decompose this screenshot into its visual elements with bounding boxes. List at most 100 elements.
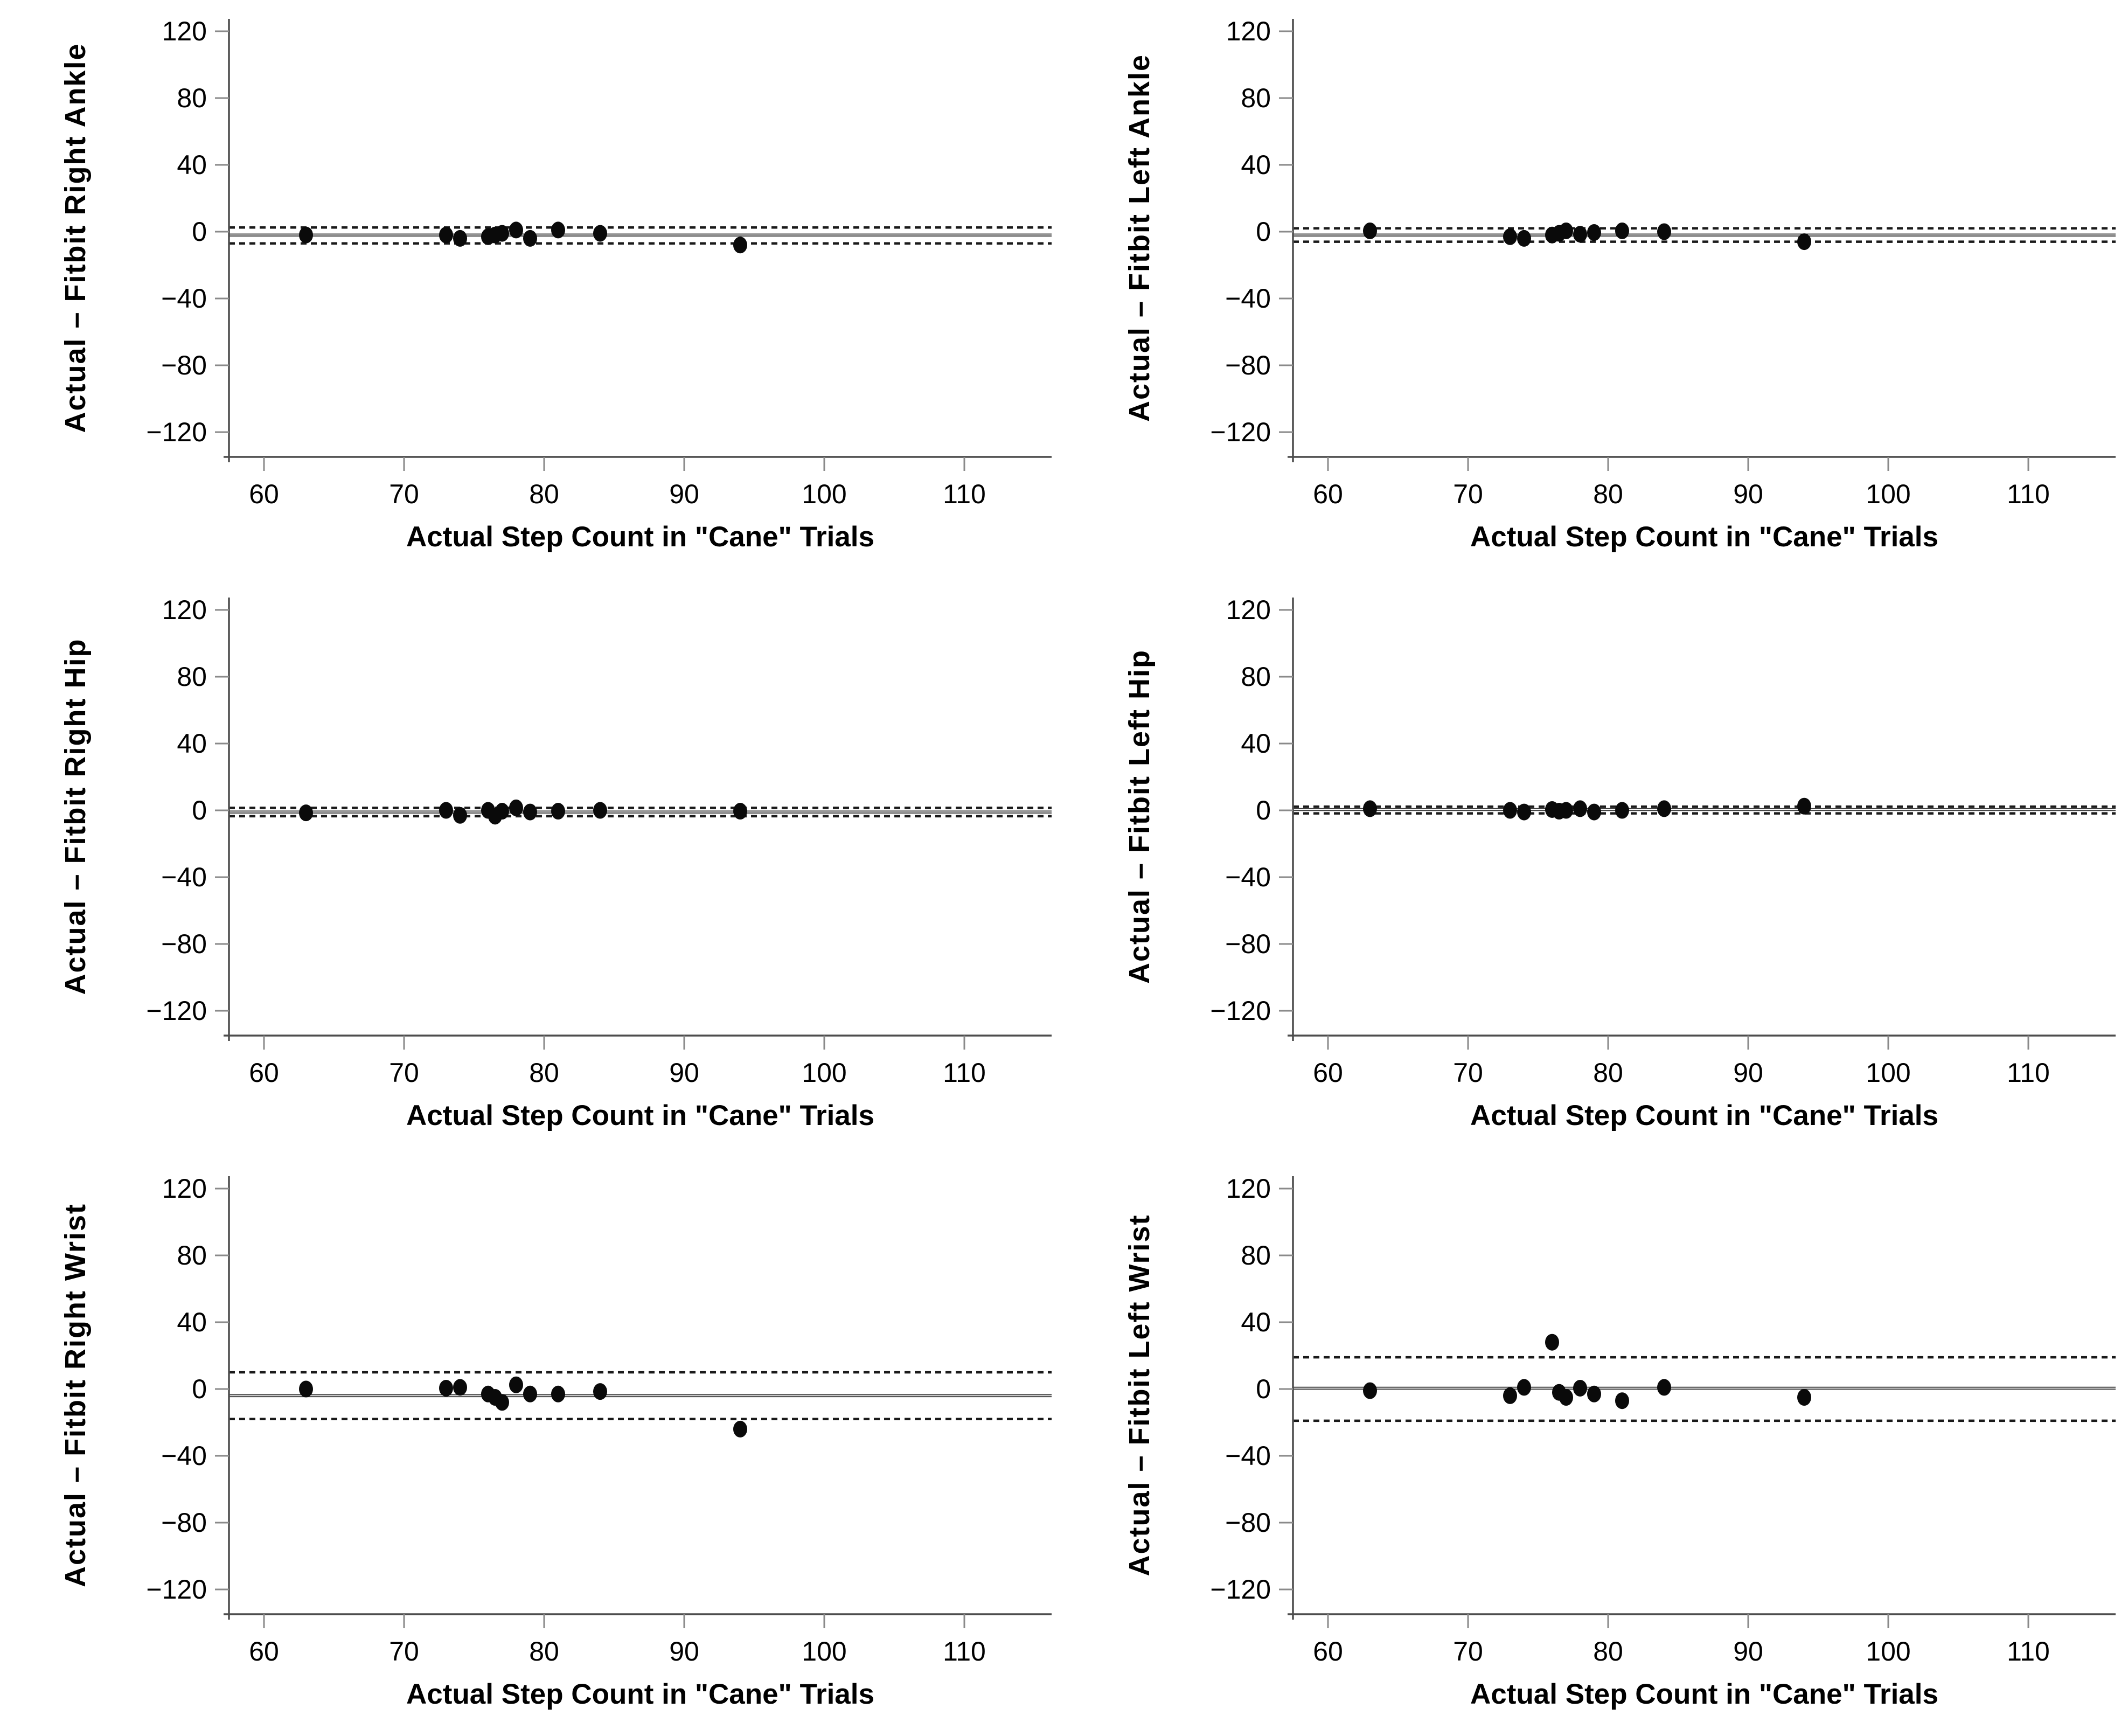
x-tick-label: 60 bbox=[1313, 479, 1343, 509]
x-axis-title: Actual Step Count in "Cane" Trials bbox=[406, 1100, 874, 1131]
y-tick-label: −120 bbox=[146, 417, 207, 447]
x-tick-label: 90 bbox=[1733, 1058, 1763, 1088]
data-point bbox=[439, 802, 453, 819]
x-tick-label: 60 bbox=[249, 1058, 279, 1088]
data-point bbox=[453, 807, 467, 824]
data-point bbox=[1615, 222, 1629, 239]
y-tick-label: −120 bbox=[146, 1574, 207, 1605]
data-point bbox=[523, 230, 537, 247]
bland-altman-chart-right-hip: 120 80 40 0 −40 −80 −120 60 70 80 90 100 110 Actual S… bbox=[59, 595, 1052, 1131]
data-point bbox=[1363, 800, 1377, 817]
y-axis-title: Actual – Fitbit Right Wrist bbox=[59, 1203, 92, 1587]
x-tick-label: 90 bbox=[669, 479, 699, 509]
x-tick-label: 110 bbox=[2007, 1636, 2050, 1666]
data-point bbox=[439, 1379, 453, 1397]
x-tick-label: 110 bbox=[2007, 1058, 2050, 1088]
x-tick-label: 100 bbox=[1866, 1636, 1910, 1666]
y-tick-label: 40 bbox=[1241, 728, 1271, 759]
data-point bbox=[453, 230, 467, 247]
y-tick-label: −40 bbox=[1225, 1441, 1271, 1471]
y-tick-label: −120 bbox=[1210, 996, 1271, 1026]
y-tick-label: 120 bbox=[162, 595, 207, 625]
y-tick-label: −40 bbox=[161, 1441, 207, 1471]
x-tick-label: 70 bbox=[1453, 479, 1483, 509]
data-point bbox=[1573, 226, 1587, 243]
data-point bbox=[1657, 223, 1671, 240]
y-tick-label: 120 bbox=[162, 16, 207, 46]
y-tick-label: 0 bbox=[192, 795, 207, 825]
plot-right-hip: 120 80 40 0 −40 −80 −120 60 70 80 90 100 110 Actual S… bbox=[0, 579, 1064, 1157]
x-tick-label: 80 bbox=[1593, 1058, 1623, 1088]
data-point bbox=[551, 221, 565, 239]
y-tick-label: 120 bbox=[1226, 16, 1271, 46]
x-tick-label: 80 bbox=[529, 479, 559, 509]
y-tick-label: −40 bbox=[1225, 862, 1271, 892]
plot-left-ankle: 120 80 40 0 −40 −80 −120 60 70 80 90 100 110 Actual S… bbox=[1064, 0, 2128, 579]
x-tick-label: 110 bbox=[943, 1636, 986, 1666]
data-point bbox=[1587, 803, 1601, 821]
data-point bbox=[299, 1380, 313, 1398]
y-tick-label: −120 bbox=[1210, 417, 1271, 447]
data-point bbox=[509, 799, 523, 816]
data-point bbox=[523, 803, 537, 821]
x-tick-label: 80 bbox=[529, 1058, 559, 1088]
y-tick-label: 0 bbox=[1256, 1374, 1271, 1404]
data-point bbox=[1559, 1389, 1573, 1406]
y-tick-label: −80 bbox=[1225, 350, 1271, 380]
x-tick-label: 100 bbox=[1866, 1058, 1910, 1088]
data-point bbox=[1559, 802, 1573, 819]
plot-right-ankle: 120 80 40 0 −40 −80 −120 60 70 80 90 100 110 Actual S… bbox=[0, 0, 1064, 579]
y-tick-label: 80 bbox=[1241, 83, 1271, 113]
x-tick-label: 70 bbox=[389, 1058, 419, 1088]
x-axis-title: Actual Step Count in "Cane" Trials bbox=[1470, 521, 1938, 553]
y-tick-label: −40 bbox=[161, 283, 207, 314]
y-tick-label: 120 bbox=[162, 1173, 207, 1204]
y-tick-label: −40 bbox=[161, 862, 207, 892]
data-point bbox=[733, 803, 747, 820]
x-axis-title: Actual Step Count in "Cane" Trials bbox=[406, 1678, 874, 1710]
x-tick-label: 100 bbox=[802, 479, 846, 509]
data-point bbox=[509, 221, 523, 239]
x-tick-label: 90 bbox=[669, 1058, 699, 1088]
y-tick-label: −80 bbox=[1225, 929, 1271, 959]
data-point bbox=[551, 803, 565, 820]
data-point bbox=[1615, 1392, 1629, 1409]
y-tick-label: −80 bbox=[161, 350, 207, 380]
data-point bbox=[453, 1379, 467, 1396]
bland-altman-chart-left-hip: 120 80 40 0 −40 −80 −120 60 70 80 90 100 110 Actual S… bbox=[1123, 595, 2116, 1131]
plot-left-wrist: 120 80 40 0 −40 −80 −120 60 70 80 90 100 110 Actual S… bbox=[1064, 1157, 2128, 1736]
data-point bbox=[551, 1385, 565, 1402]
data-point bbox=[1573, 800, 1587, 817]
y-tick-label: −120 bbox=[1210, 1574, 1271, 1605]
data-point bbox=[509, 1376, 523, 1393]
y-axis-title: Actual – Fitbit Left Ankle bbox=[1123, 54, 1156, 422]
x-tick-label: 90 bbox=[1733, 479, 1763, 509]
x-axis-title: Actual Step Count in "Cane" Trials bbox=[406, 521, 874, 553]
data-point bbox=[439, 226, 453, 244]
x-tick-label: 110 bbox=[943, 1058, 986, 1088]
data-point bbox=[495, 803, 509, 820]
x-tick-label: 100 bbox=[802, 1058, 846, 1088]
x-tick-label: 110 bbox=[2007, 479, 2050, 509]
x-tick-label: 70 bbox=[1453, 1636, 1483, 1666]
data-point bbox=[1657, 800, 1671, 817]
x-tick-label: 70 bbox=[389, 1636, 419, 1666]
y-tick-label: −80 bbox=[161, 929, 207, 959]
data-point bbox=[1363, 222, 1377, 239]
y-tick-label: −40 bbox=[1225, 283, 1271, 314]
bland-altman-chart-left-ankle: 120 80 40 0 −40 −80 −120 60 70 80 90 100 110 Actual S… bbox=[1123, 16, 2116, 553]
y-tick-label: 0 bbox=[1256, 217, 1271, 247]
data-point bbox=[1573, 1379, 1587, 1397]
x-tick-label: 100 bbox=[1866, 479, 1910, 509]
y-tick-label: 40 bbox=[177, 1307, 207, 1337]
y-tick-label: 40 bbox=[1241, 1307, 1271, 1337]
data-point bbox=[1797, 233, 1811, 251]
y-tick-label: 80 bbox=[177, 1240, 207, 1270]
data-point bbox=[1587, 1385, 1601, 1402]
y-tick-label: 80 bbox=[1241, 1240, 1271, 1270]
y-tick-label: 40 bbox=[177, 728, 207, 759]
y-tick-label: 80 bbox=[177, 662, 207, 692]
data-point bbox=[1797, 1389, 1811, 1406]
x-tick-label: 70 bbox=[1453, 1058, 1483, 1088]
x-tick-label: 80 bbox=[1593, 1636, 1623, 1666]
